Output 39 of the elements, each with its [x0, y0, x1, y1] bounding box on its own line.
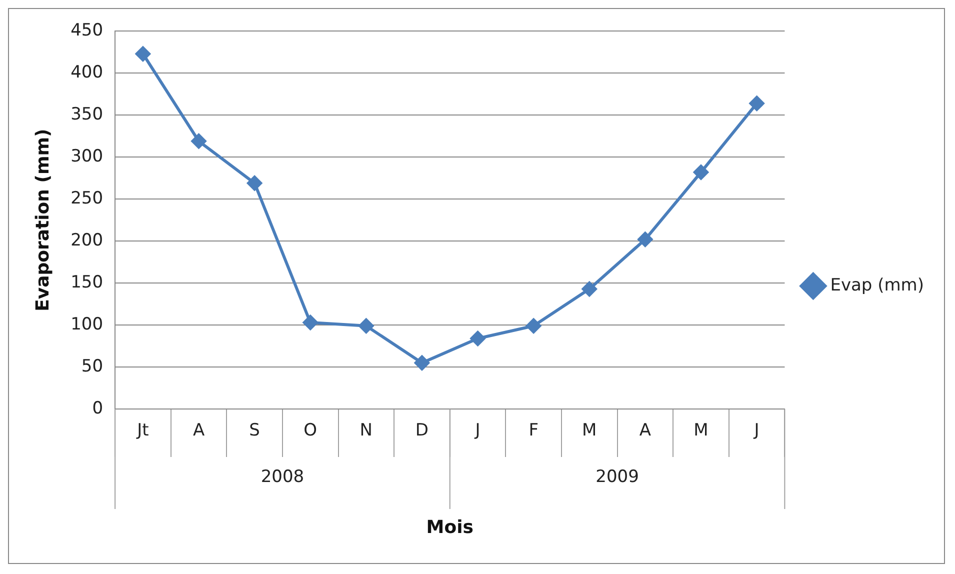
- y-tick-label: 300: [70, 146, 104, 167]
- point: [693, 164, 708, 180]
- point: [135, 46, 150, 62]
- x-tick-label: S: [249, 420, 260, 441]
- x-tick-label: A: [639, 420, 652, 441]
- point: [358, 318, 374, 334]
- legend-label: Evap (mm): [830, 275, 924, 296]
- y-tick-label: 150: [70, 272, 104, 292]
- text: 2009: [596, 467, 639, 487]
- text: 2008: [260, 467, 304, 487]
- point: [191, 134, 206, 149]
- x-tick-label: A: [192, 420, 205, 441]
- x-tick-label: F: [528, 420, 538, 441]
- point: [526, 318, 542, 334]
- y-tick-label: 350: [70, 104, 104, 125]
- x-tick-label: J: [474, 420, 480, 441]
- point: [414, 355, 430, 370]
- y-tick-label: 400: [70, 62, 104, 83]
- y-tick-label: 0: [92, 398, 104, 418]
- x-tick-label: M: [694, 420, 708, 441]
- point: [302, 315, 318, 330]
- x-tick-label: D: [415, 420, 429, 441]
- point: [749, 96, 764, 111]
- point: [582, 281, 597, 296]
- y-tick-label: 250: [70, 188, 104, 209]
- y-axis-title: Evaporation (mm): [32, 128, 54, 312]
- y-tick-label: 450: [70, 20, 104, 41]
- point: [247, 176, 262, 191]
- x-tick-label: Jt: [136, 420, 150, 441]
- y-tick-label: 200: [70, 230, 104, 251]
- x-tick-label: N: [360, 420, 373, 441]
- x-tick-label: J: [753, 420, 760, 441]
- y-tick-label: 50: [81, 356, 104, 376]
- x-tick-label: O: [304, 420, 318, 441]
- x-axis-title: Mois: [426, 516, 474, 538]
- x-tick-label: M: [582, 420, 597, 441]
- y-tick-label: 100: [70, 314, 104, 334]
- point: [638, 232, 653, 247]
- point: [470, 330, 486, 346]
